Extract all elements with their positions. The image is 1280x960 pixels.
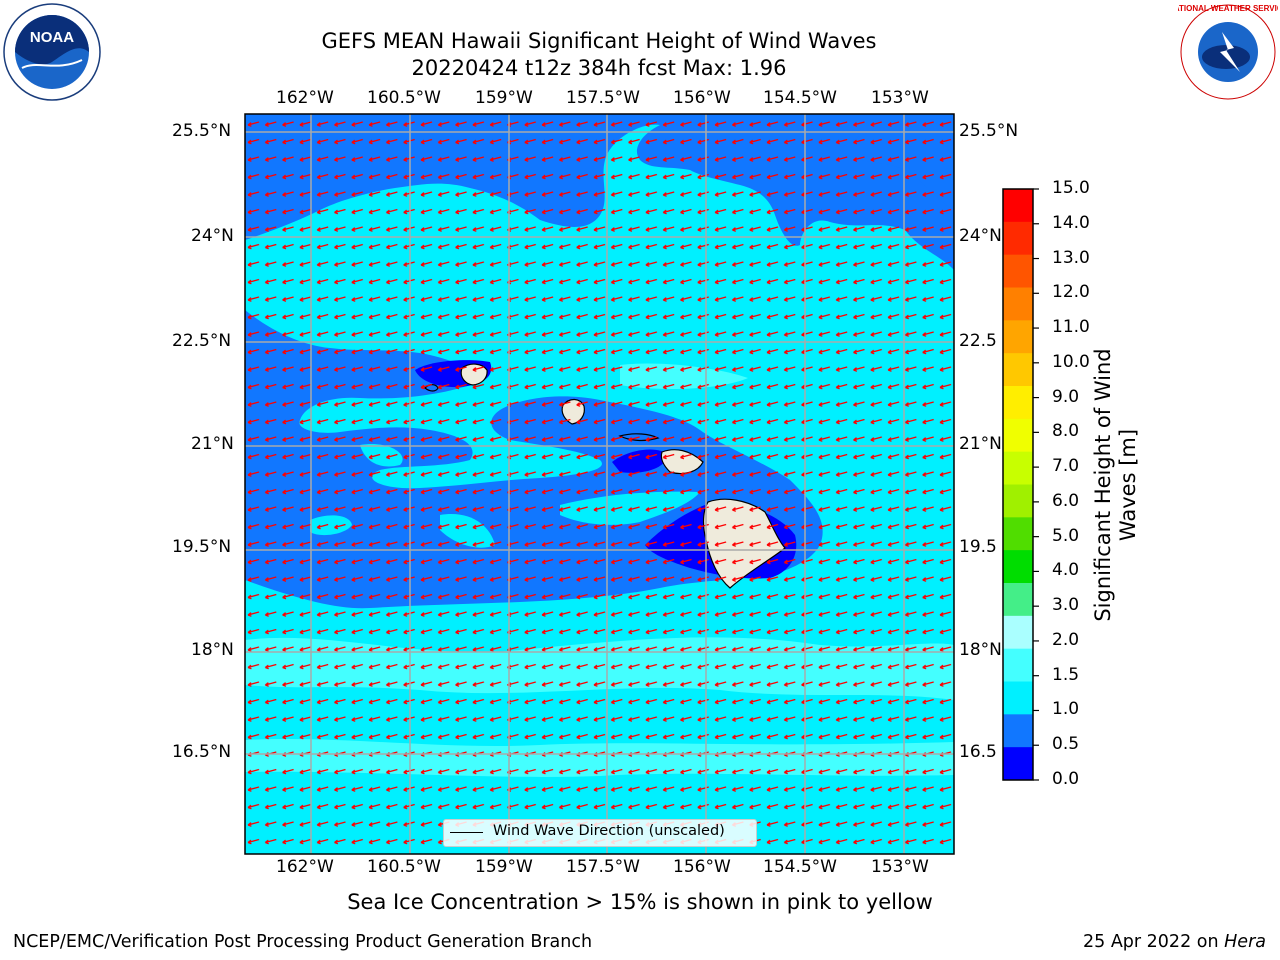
colorbar-tick-label: 8.0 (1052, 421, 1080, 442)
producer-credit: NCEP/EMC/Verification Post Processing Pr… (13, 932, 593, 952)
colorbar-segment (1003, 517, 1033, 551)
colorbar-tick-label: 0.0 (1052, 769, 1080, 789)
lat-label-right: 24°N (959, 226, 1002, 246)
noaa-logo: NOAA (3, 3, 101, 101)
colorbar-segment (1003, 714, 1033, 748)
colorbar-tick-label: 12.0 (1052, 282, 1090, 303)
colorbar-tick-label: 5.0 (1052, 525, 1080, 546)
lat-label-left: 19.5°N (172, 537, 232, 557)
noaa-logo-text: NOAA (30, 29, 74, 46)
map-subtitle: 20220424 t12z 384h fcst Max: 1.96 (411, 56, 787, 80)
colorbar-tick-label: 9.0 (1052, 386, 1080, 407)
lat-label-left: 24°N (191, 226, 234, 246)
map-frame (244, 113, 955, 855)
lon-label-top: 154.5°W (763, 88, 837, 108)
colorbar-segment (1003, 254, 1033, 288)
colorbar-frame (1002, 188, 1034, 781)
colorbar-segment (1003, 550, 1033, 584)
lat-label-right: 16.5 (959, 742, 997, 762)
legend-label: Wind Wave Direction (unscaled) (493, 823, 725, 839)
lon-label-bottom: 154.5°W (763, 857, 837, 877)
lat-label-left: 25.5°N (172, 121, 232, 141)
colorbar-tick-label: 7.0 (1052, 456, 1080, 477)
lon-label-bottom: 156°W (673, 857, 731, 877)
map-legend: Wind Wave Direction (unscaled) (443, 819, 757, 847)
generation-date: 25 Apr 2022 on Hera (1083, 932, 1266, 952)
colorbar-tick-label: 2.0 (1052, 629, 1080, 650)
lon-label-top: 162°W (276, 88, 334, 108)
colorbar-segment (1003, 747, 1033, 781)
colorbar-segment (1003, 681, 1033, 715)
colorbar-segment (1003, 353, 1033, 387)
lon-label-bottom: 160.5°W (367, 857, 441, 877)
colorbar-tick-label: 14.0 (1052, 212, 1090, 233)
colorbar-segment (1003, 189, 1033, 223)
lon-label-top: 157.5°W (566, 88, 640, 108)
lon-label-top: 156°W (673, 88, 731, 108)
lon-label-top: 159°W (475, 88, 533, 108)
colorbar-segment (1003, 615, 1033, 650)
lat-label-right: 18°N (959, 640, 1002, 660)
colorbar-tick-label: 3.0 (1052, 595, 1080, 616)
lon-label-bottom: 162°W (276, 857, 334, 877)
lat-label-left: 16.5°N (172, 742, 232, 762)
lon-label-top: 153°W (871, 88, 929, 108)
colorbar-segment (1003, 320, 1033, 354)
colorbar-segment (1003, 484, 1033, 518)
lon-label-bottom: 153°W (871, 857, 929, 877)
gridlines (245, 114, 954, 854)
colorbar-tick-label: 15.0 (1052, 178, 1090, 198)
colorbar-segment (1003, 418, 1033, 453)
colorbar-segment (1003, 583, 1033, 617)
colorbar (1003, 188, 1039, 781)
colorbar-tick-label: 1.5 (1052, 664, 1080, 685)
sea-ice-note: Sea Ice Concentration > 15% is shown in … (347, 890, 933, 914)
colorbar-segment (1003, 386, 1033, 420)
colorbar-label-line2: Waves [m] (1116, 428, 1140, 542)
legend-line-swatch (450, 832, 483, 833)
map-title: GEFS MEAN Hawaii Significant Height of W… (321, 29, 877, 53)
lat-label-left: 21°N (191, 434, 234, 454)
lon-label-bottom: 159°W (475, 857, 533, 877)
colorbar-axis-label: Significant Height of Wind Waves [m] (1091, 325, 1141, 645)
lat-label-right: 22.5 (959, 331, 997, 351)
colorbar-segment (1003, 648, 1033, 682)
generation-date-text: 25 Apr 2022 on (1083, 932, 1225, 952)
lon-label-top: 160.5°W (367, 88, 441, 108)
colorbar-tick-label: 0.5 (1052, 734, 1080, 755)
colorbar-tick-label: 11.0 (1052, 317, 1090, 338)
lat-label-left: 18°N (191, 640, 234, 660)
colorbar-label-line1: Significant Height of Wind (1091, 348, 1115, 622)
colorbar-tick-label: 13.0 (1052, 247, 1090, 268)
lat-label-right: 21°N (959, 434, 1002, 454)
nws-logo-text: NATIONAL WEATHER SERVICE (1178, 4, 1278, 13)
lon-label-bottom: 157.5°W (566, 857, 640, 877)
colorbar-segment (1003, 221, 1033, 256)
colorbar-segment (1003, 451, 1033, 485)
nws-logo: NATIONAL WEATHER SERVICE (1178, 4, 1278, 100)
lat-label-left: 22.5°N (172, 331, 232, 351)
colorbar-tick-label: 10.0 (1052, 351, 1090, 372)
colorbar-segment (1003, 287, 1033, 321)
host-name: Hera (1224, 932, 1266, 952)
colorbar-tick-label: 1.0 (1052, 699, 1080, 720)
lat-label-right: 25.5°N (959, 121, 1019, 141)
colorbar-tick-label: 4.0 (1052, 560, 1080, 581)
wave-direction-arrows (245, 114, 954, 854)
lat-label-right: 19.5 (959, 537, 997, 557)
colorbar-tick-label: 6.0 (1052, 490, 1080, 511)
